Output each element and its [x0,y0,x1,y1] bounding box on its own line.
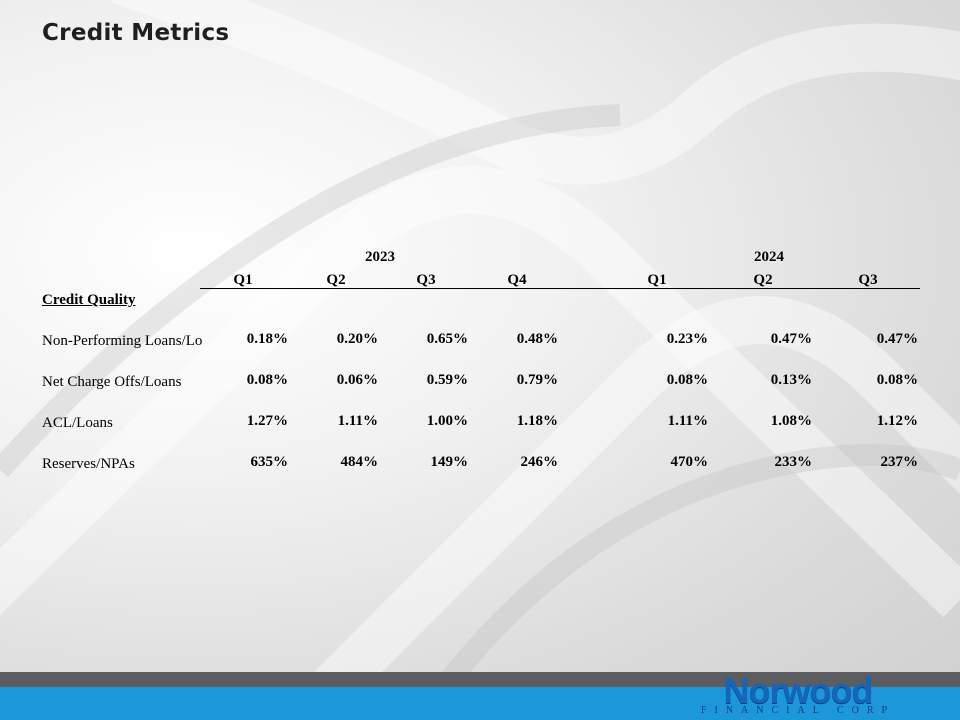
table-cell: 0.18% [246,331,288,347]
table-cell: 1.08% [770,413,812,429]
table-cell: 0.08% [666,372,708,388]
header-divider [200,288,920,289]
quarter-header: Q3 [416,272,436,288]
table-cell: 484% [340,454,379,470]
table-cell: 1.00% [426,413,468,429]
quarter-header: Q4 [507,272,527,288]
table-cell: 0.23% [666,331,708,347]
table-cell: 0.13% [770,372,812,388]
footer-gray-bar [0,672,960,687]
table-cell: 635% [250,454,289,470]
table-cell: 149% [430,454,469,470]
norwood-logo: Norwood FINANCIAL CORP [693,672,903,720]
table-cell: 1.27% [246,413,288,429]
year-header-2024: 2024 [754,249,784,265]
table-cell: 1.12% [876,413,918,429]
table-cell: 0.59% [426,372,468,388]
row-label: Reserves/NPAs [42,456,135,472]
table-cell: 0.06% [336,372,378,388]
logo-wordmark: Norwood [723,670,874,711]
quarter-header: Q1 [647,272,667,288]
table-cell: 1.11% [667,413,708,429]
table-cell: 0.47% [876,331,918,347]
logo-subtitle: FINANCIAL CORP [700,705,896,716]
table-cell: 0.08% [246,372,288,388]
table-cell: 0.65% [426,331,468,347]
table-cell: 0.08% [876,372,918,388]
quarter-header: Q2 [753,272,773,288]
quarter-header: Q1 [233,272,253,288]
table-cell: 237% [880,454,919,470]
footer-blue-bar [0,687,960,720]
table-cell: 233% [774,454,813,470]
table-cell: 1.18% [516,413,558,429]
table-cell: 470% [670,454,709,470]
year-header-2023: 2023 [365,249,395,265]
row-label: Net Charge Offs/Loans [42,374,182,390]
table-cell: 0.47% [770,331,812,347]
quarter-header: Q2 [326,272,346,288]
table-cell: 0.20% [336,331,378,347]
row-label: ACL/Loans [42,415,113,431]
quarter-header: Q3 [858,272,878,288]
row-label: Non-Performing Loans/Lo [42,333,202,349]
table-cell: 0.79% [516,372,558,388]
table-cell: 1.11% [337,413,378,429]
table-cell: 246% [520,454,559,470]
section-label: Credit Quality [42,292,136,308]
slide-title: Credit Metrics [42,20,230,46]
table-cell: 0.48% [516,331,558,347]
